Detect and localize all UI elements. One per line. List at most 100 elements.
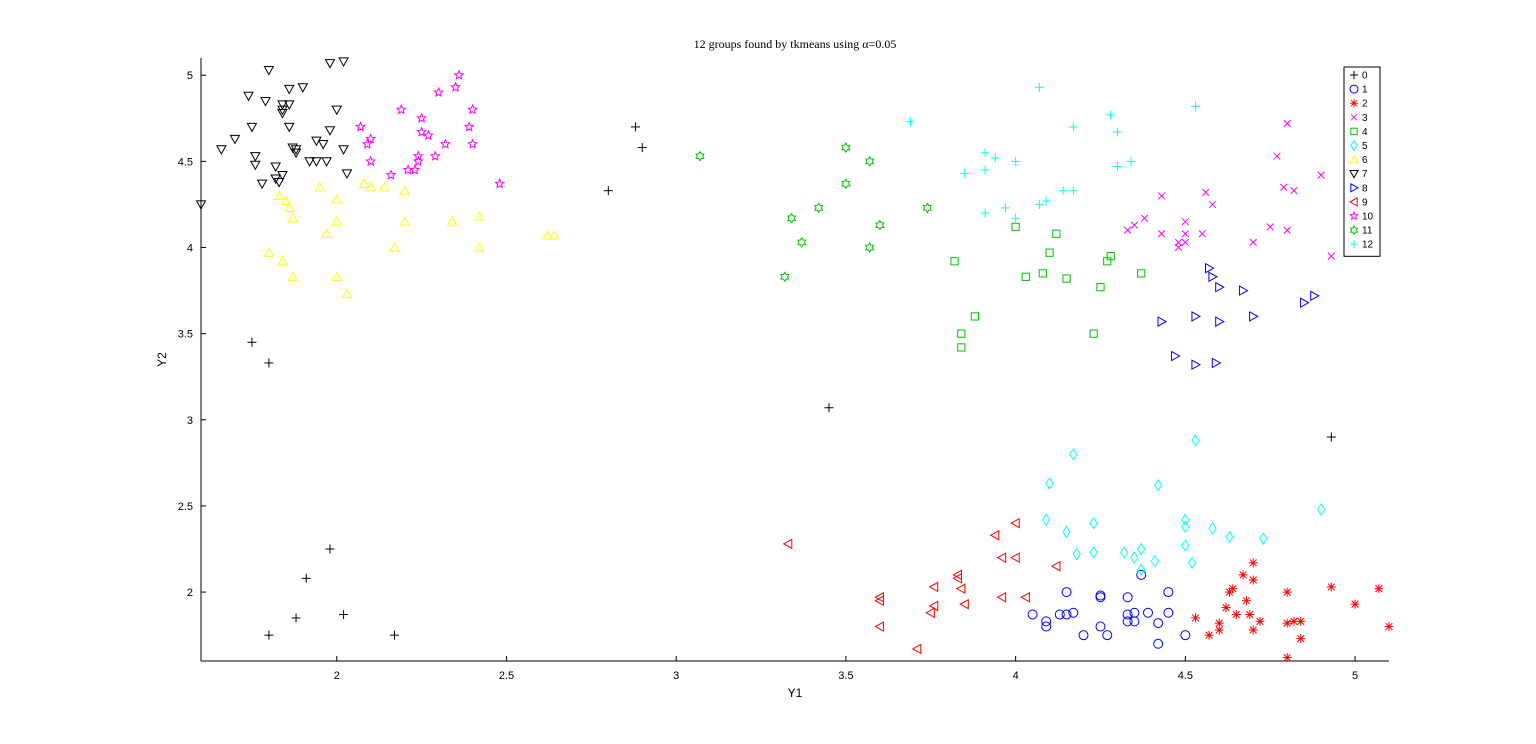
data-point xyxy=(990,153,1000,163)
legend-label: 10 xyxy=(1362,212,1374,223)
data-point xyxy=(1011,213,1021,223)
x-tick-label: 3 xyxy=(673,670,679,682)
data-point xyxy=(1054,609,1065,620)
data-point xyxy=(450,81,462,92)
legend-marker xyxy=(1350,127,1358,136)
legend-label: 3 xyxy=(1362,113,1368,124)
data-point xyxy=(1122,609,1133,620)
data-point xyxy=(283,84,295,95)
data-point xyxy=(786,212,797,224)
data-point xyxy=(243,91,254,102)
data-point xyxy=(429,150,441,161)
data-point xyxy=(957,329,966,338)
data-point xyxy=(1106,110,1116,120)
data-point xyxy=(1249,238,1257,247)
data-point xyxy=(1058,186,1068,196)
x-tick-label: 3.5 xyxy=(838,670,853,682)
data-point xyxy=(780,271,790,283)
data-point xyxy=(1326,432,1336,442)
data-point xyxy=(331,193,343,204)
data-point xyxy=(355,121,367,132)
data-point xyxy=(287,143,298,154)
data-point xyxy=(1106,252,1115,261)
data-point xyxy=(331,105,343,116)
data-point xyxy=(399,216,411,226)
data-point xyxy=(1374,584,1384,594)
legend-marker xyxy=(1350,71,1358,79)
data-point xyxy=(338,145,349,155)
legend-item: 7 xyxy=(1349,169,1368,180)
data-point xyxy=(1228,584,1238,594)
series-6 xyxy=(263,178,560,299)
data-point xyxy=(797,236,807,248)
data-point xyxy=(301,573,311,583)
data-point xyxy=(996,552,1007,563)
data-point xyxy=(960,168,970,178)
data-point xyxy=(324,126,336,136)
y-tick-label: 4.5 xyxy=(178,156,193,168)
data-point xyxy=(928,581,939,593)
series-7 xyxy=(195,57,353,210)
legend-item: 8 xyxy=(1350,182,1368,194)
x-tick-label: 4.5 xyxy=(1178,670,1193,682)
data-point xyxy=(1290,186,1298,195)
data-point xyxy=(1126,156,1136,166)
data-point xyxy=(273,190,285,200)
data-point xyxy=(1255,616,1265,626)
data-point xyxy=(416,126,428,137)
data-point xyxy=(399,185,411,195)
data-point xyxy=(824,403,834,413)
data-point xyxy=(1201,188,1210,197)
data-point xyxy=(1282,587,1292,597)
y-tick-label: 3 xyxy=(187,415,193,427)
series-8 xyxy=(1157,262,1320,371)
data-point xyxy=(1221,603,1231,613)
data-point xyxy=(1283,226,1291,235)
data-point xyxy=(928,600,939,612)
data-point xyxy=(358,178,370,188)
data-point xyxy=(1045,477,1054,490)
data-point xyxy=(1191,101,1201,111)
data-point xyxy=(1112,162,1122,172)
data-point xyxy=(1187,556,1197,570)
data-point xyxy=(980,148,990,158)
data-point xyxy=(1296,616,1306,626)
data-point xyxy=(1122,592,1133,603)
data-point xyxy=(1010,517,1020,529)
data-point xyxy=(1248,625,1258,635)
data-point xyxy=(1069,447,1078,461)
data-point xyxy=(249,152,261,162)
legend-label: 11 xyxy=(1362,226,1373,237)
data-point xyxy=(1150,554,1159,568)
data-point xyxy=(453,69,465,80)
data-point xyxy=(1041,616,1052,627)
data-point xyxy=(409,164,421,175)
legend-item: 9 xyxy=(1348,197,1368,208)
data-point xyxy=(1068,122,1078,132)
series-11 xyxy=(695,142,933,283)
data-point xyxy=(467,103,479,115)
data-point xyxy=(249,160,261,171)
data-point xyxy=(1171,350,1181,362)
data-point xyxy=(1137,542,1146,556)
data-point xyxy=(1241,596,1251,606)
data-point xyxy=(1041,513,1051,527)
data-point xyxy=(864,155,875,167)
data-point xyxy=(378,181,390,192)
data-point xyxy=(385,169,397,180)
data-point xyxy=(463,121,475,132)
data-point xyxy=(416,112,428,123)
data-point xyxy=(1095,592,1106,603)
legend-marker xyxy=(1350,182,1360,193)
data-point xyxy=(1238,285,1249,296)
data-point xyxy=(473,241,485,252)
y-tick-label: 2 xyxy=(187,587,193,599)
data-point xyxy=(1157,192,1166,200)
data-point xyxy=(246,122,258,133)
data-point xyxy=(1096,283,1105,292)
legend-item: 1 xyxy=(1349,84,1368,96)
data-point xyxy=(195,200,207,210)
data-point xyxy=(1052,229,1061,238)
x-tick-label: 2.5 xyxy=(499,670,514,682)
data-point xyxy=(317,140,329,150)
